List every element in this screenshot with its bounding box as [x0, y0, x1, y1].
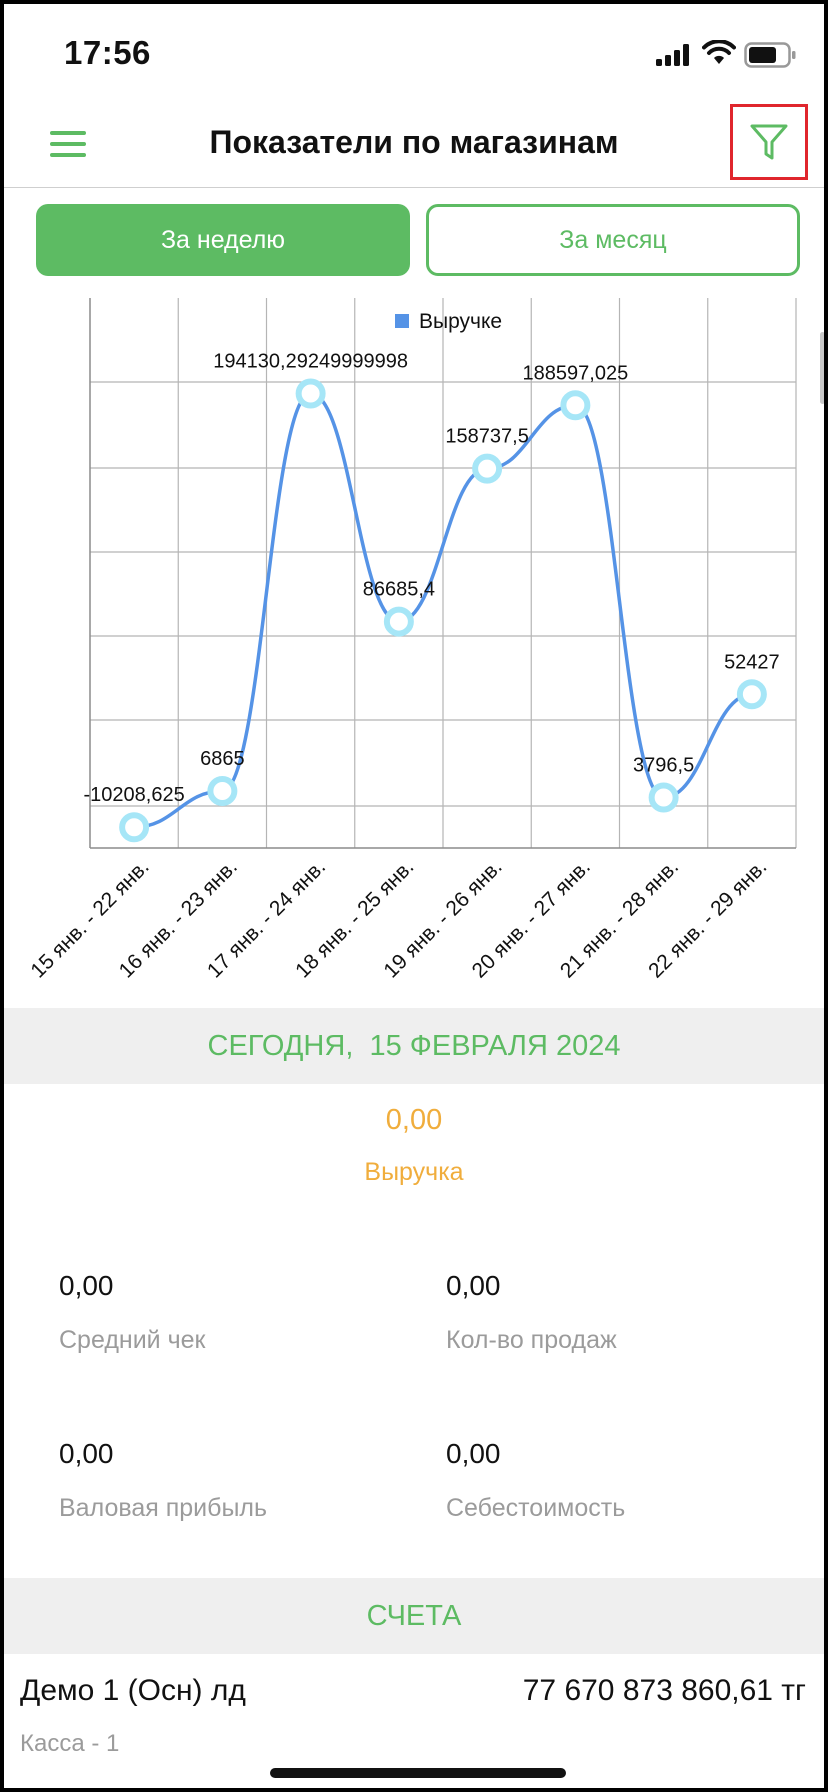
data-point[interactable]: [207, 775, 238, 806]
gross-profit-value: 0,00: [59, 1438, 114, 1469]
today-header-label: СЕГОДНЯ, 15 ФЕВРАЛЯ 2024: [207, 1029, 621, 1062]
data-point[interactable]: [648, 782, 679, 813]
data-point[interactable]: [119, 812, 150, 843]
cost-value: 0,00: [446, 1438, 501, 1469]
chart-data-labels: -10208,625 6865 194130,29249999998 86685,4 1…: [84, 351, 780, 807]
chart-legend: Выручке: [395, 310, 502, 333]
account-name[interactable]: Демо 1 (Осн) лд: [20, 1674, 246, 1707]
account-amount[interactable]: 77 670 873 860,61 тг: [522, 1674, 806, 1707]
data-label: 3796,5: [633, 754, 694, 776]
gross-profit-label: Валовая прибыль: [59, 1494, 268, 1522]
page-title: Показатели по магазинам: [209, 124, 619, 160]
status-time: 17:56: [64, 34, 151, 71]
week-period-button[interactable]: За неделю: [36, 204, 410, 276]
today-section-header: СЕГОДНЯ, 15 ФЕВРАЛЯ 2024: [4, 1008, 824, 1084]
accounts-header-label: СЧЕТА: [366, 1599, 462, 1632]
sales-count-label: Кол-во продаж: [446, 1326, 617, 1354]
month-period-button[interactable]: За месяц: [426, 204, 800, 276]
chart-x-labels: 15 янв. - 22 янв.16 янв. - 23 янв.17 янв…: [26, 855, 771, 982]
cellular-signal-icon: [656, 44, 689, 66]
data-point[interactable]: [383, 606, 414, 637]
filter-icon: [750, 124, 788, 160]
legend-swatch: [395, 314, 409, 328]
data-point[interactable]: [560, 390, 591, 421]
chart-points: [119, 378, 767, 843]
status-bar: 17:56: [4, 4, 824, 104]
scrollbar[interactable]: [820, 332, 824, 404]
chart-grid: [90, 298, 797, 848]
legend-label: Выручке: [419, 310, 502, 333]
accounts-section-header: СЧЕТА: [4, 1578, 824, 1654]
data-label: 86685,4: [363, 579, 435, 601]
data-label: 188597,025: [523, 362, 629, 384]
cost-label: Себестоимость: [446, 1494, 626, 1522]
wifi-icon: [702, 40, 736, 64]
filter-button[interactable]: [730, 104, 808, 180]
average-check-value: 0,00: [59, 1270, 114, 1301]
data-label: 194130,29249999998: [213, 351, 408, 373]
revenue-line-chart: Выручке -10208,625 6865 194130,29249999998…: [26, 298, 797, 983]
sales-count-value: 0,00: [446, 1270, 501, 1301]
account-register: Касса - 1: [20, 1730, 120, 1757]
series-line: [134, 391, 753, 829]
data-label: 6865: [200, 748, 245, 770]
average-check-label: Средний чек: [59, 1326, 206, 1354]
today-revenue-label: Выручка: [364, 1158, 464, 1186]
data-label: 158737,5: [445, 426, 528, 448]
data-point[interactable]: [736, 679, 767, 710]
nav-bar: Показатели по магазинам: [4, 104, 824, 188]
data-label: 52427: [724, 651, 780, 673]
home-indicator[interactable]: [270, 1768, 566, 1778]
battery-icon: [744, 42, 796, 68]
chart-axes: [89, 298, 796, 849]
data-point[interactable]: [295, 378, 326, 409]
data-point[interactable]: [472, 453, 503, 484]
today-revenue-value: 0,00: [385, 1104, 443, 1136]
data-label: -10208,625: [84, 784, 185, 806]
hamburger-menu-icon[interactable]: [46, 126, 90, 162]
